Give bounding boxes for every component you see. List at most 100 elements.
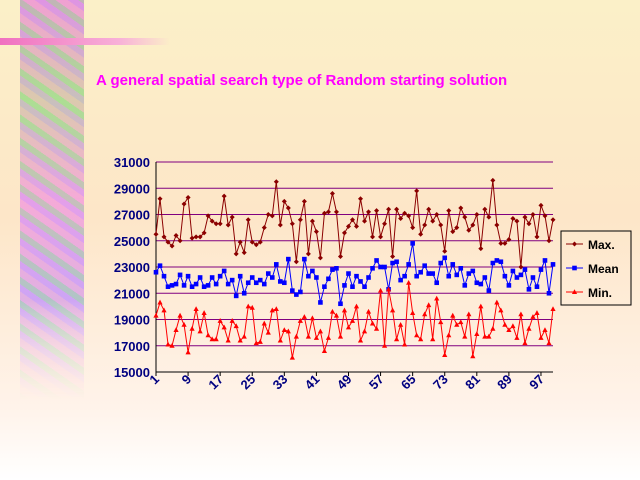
x-tick-group: 17 (205, 372, 226, 393)
data-point-mean (410, 241, 415, 246)
data-point-min (153, 312, 159, 318)
data-point-min (217, 318, 223, 323)
x-tick-group: 1 (146, 372, 162, 388)
data-point-min (454, 321, 460, 327)
data-point-mean (249, 275, 255, 280)
data-point-min (361, 328, 368, 334)
data-point-max (349, 217, 355, 223)
data-point-mean (181, 283, 187, 288)
data-point-mean (526, 287, 532, 292)
data-point-mean (330, 267, 335, 272)
x-tick-label: 81 (462, 372, 483, 393)
data-point-min (530, 314, 536, 319)
x-tick-label: 17 (205, 372, 226, 393)
data-point-max (301, 198, 307, 204)
data-point-min (474, 331, 480, 336)
data-point-max (466, 227, 472, 233)
data-point-max (458, 205, 464, 211)
data-point-min (289, 354, 295, 360)
data-point-max (470, 222, 476, 228)
x-tick-label: 65 (398, 372, 419, 393)
data-point-max (261, 225, 267, 231)
data-point-max (394, 206, 400, 212)
data-point-max (285, 205, 291, 211)
data-point-max (502, 240, 508, 246)
data-point-min (434, 295, 440, 301)
data-point-mean (534, 284, 540, 289)
data-point-max (406, 213, 412, 219)
data-point-min (277, 337, 283, 343)
data-point-max (534, 234, 540, 240)
data-point-mean (394, 259, 399, 265)
data-point-mean (197, 275, 203, 280)
data-point-mean (265, 271, 271, 276)
data-point-max (217, 221, 223, 227)
data-point-mean (542, 258, 548, 263)
legend-marker (571, 289, 578, 294)
data-point-max (321, 210, 327, 216)
data-point-max (209, 218, 215, 224)
legend-label: Min. (588, 286, 612, 300)
data-point-mean (346, 271, 351, 276)
data-point-max (550, 217, 556, 223)
data-point-min (281, 327, 287, 332)
data-point-max (165, 239, 171, 245)
data-point-max (474, 212, 480, 217)
data-point-mean (546, 290, 552, 296)
data-point-max (333, 209, 339, 215)
data-point-min (470, 353, 476, 359)
data-point-min (502, 321, 508, 327)
series-line-mean (155, 243, 554, 304)
data-point-min (345, 324, 352, 330)
data-point-mean (494, 258, 500, 263)
data-point-min (225, 337, 231, 343)
data-point-min (438, 319, 444, 325)
data-point-mean (402, 273, 407, 279)
data-point-mean (502, 273, 508, 279)
data-point-max (354, 223, 360, 229)
data-point-max (366, 209, 372, 215)
data-point-mean (310, 268, 315, 274)
data-point-max (153, 231, 159, 237)
data-point-min (189, 325, 195, 331)
data-point-max (197, 234, 203, 240)
data-point-mean (322, 284, 327, 289)
data-point-mean (354, 273, 359, 279)
data-point-mean (338, 301, 343, 307)
data-point-mean (470, 268, 476, 274)
data-point-min (478, 303, 484, 309)
data-point-max (169, 243, 175, 249)
legend-item-max: Max. (566, 238, 615, 252)
y-tick-label: 25000 (114, 234, 150, 249)
data-point-mean (530, 275, 536, 280)
data-point-min (181, 321, 187, 327)
data-point-min (385, 286, 392, 292)
data-point-min (161, 307, 167, 313)
data-point-max (462, 214, 468, 220)
data-point-max (173, 233, 179, 238)
data-point-max (410, 225, 416, 231)
data-point-max (478, 246, 484, 252)
data-point-min (261, 320, 267, 326)
data-point-mean (302, 256, 307, 262)
data-point-min (377, 287, 384, 293)
data-point-mean (362, 284, 367, 289)
x-tick-group: 57 (366, 372, 387, 393)
data-point-max (161, 234, 167, 240)
data-point-max (181, 201, 187, 207)
data-point-mean (290, 288, 295, 293)
x-tick-group: 41 (302, 372, 323, 393)
x-tick-label: 89 (494, 372, 515, 393)
series-line-min (155, 282, 554, 358)
data-point-mean (482, 275, 488, 280)
data-point-min (253, 340, 259, 346)
data-point-min (313, 335, 320, 340)
data-point-min (381, 342, 388, 348)
x-tick-group: 89 (494, 372, 515, 393)
data-point-min (341, 307, 348, 313)
data-point-max (281, 198, 287, 204)
data-point-mean (334, 266, 339, 271)
data-point-mean (205, 283, 211, 288)
data-point-min (550, 306, 556, 311)
data-point-max (345, 223, 351, 229)
